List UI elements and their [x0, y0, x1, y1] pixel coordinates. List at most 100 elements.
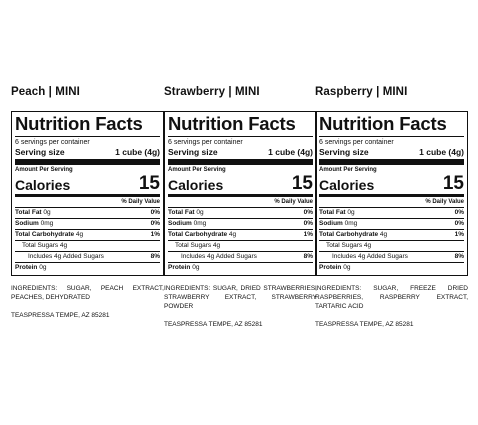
servings-per-container: 6 servings per container — [319, 139, 394, 146]
nutrient-pct: 0% — [454, 220, 464, 227]
nutrient-pct: 1% — [454, 231, 464, 238]
daily-value-header: % Daily Value — [121, 199, 160, 205]
calories-row: Calories 15 — [168, 174, 313, 193]
total-carbohydrate-row: Total Carbohydrate 4g 1% — [319, 229, 464, 240]
added-sugars: Includes 4g Added Sugars — [181, 253, 257, 260]
nutrient-amount: 0mg — [40, 220, 54, 227]
protein-row: Protein 0g — [15, 262, 160, 273]
ingredients-text: INGREDIENTS: SUGAR, FREEZE DRIED RASPBER… — [315, 285, 468, 310]
nutrient-amount: 4g — [228, 231, 237, 238]
product-title: Peach | MINI — [11, 86, 80, 98]
calories-value: 15 — [291, 173, 313, 194]
serving-size-value: 1 cube (4g) — [419, 147, 464, 157]
nutrient-label: Protein — [319, 264, 342, 271]
total-carbohydrate-row: Total Carbohydrate 4g 1% — [168, 229, 313, 240]
calories-row: Calories 15 — [319, 174, 464, 193]
thick-divider — [15, 159, 160, 165]
calories-label: Calories — [168, 177, 224, 193]
divider — [168, 136, 313, 137]
amount-per-serving: Amount Per Serving — [15, 167, 73, 173]
ingredients-text: INGREDIENTS: SUGAR, DRIED STRAWBERRIES, … — [164, 285, 317, 310]
ingredients-text: INGREDIENTS: SUGAR, PEACH EXTRACT, PEACH… — [11, 285, 164, 301]
product-panel-strawberry: Strawberry | MINI Nutrition Facts 6 serv… — [164, 86, 317, 329]
nutrient-label: Total Carbohydrate — [168, 231, 228, 238]
nutrition-facts-heading: Nutrition Facts — [319, 113, 447, 134]
amount-per-serving: Amount Per Serving — [319, 167, 377, 173]
nutrient-pct: 1% — [303, 231, 313, 238]
added-sugars: Includes 4g Added Sugars — [28, 253, 104, 260]
nutrition-label: Nutrition Facts 6 servings per container… — [164, 111, 317, 276]
nutrient-amount: 4g — [75, 231, 84, 238]
divider — [319, 136, 464, 137]
serving-size-label: Serving size — [168, 147, 218, 157]
daily-value-header: % Daily Value — [274, 199, 313, 205]
total-sugars-row: Total Sugars 4g — [15, 240, 160, 251]
calories-row: Calories 15 — [15, 174, 160, 193]
protein-row: Protein 0g — [168, 262, 313, 273]
nutrient-amount: 0g — [192, 264, 200, 271]
nutrient-amount: 4g — [379, 231, 388, 238]
nutrient-pct: 0% — [150, 209, 160, 216]
total-carbohydrate-row: Total Carbohydrate 4g 1% — [15, 229, 160, 240]
nutrition-facts-heading: Nutrition Facts — [168, 113, 296, 134]
thick-divider — [168, 159, 313, 165]
nutrition-label: Nutrition Facts 6 servings per container… — [11, 111, 164, 276]
nutrient-amount: 0g — [39, 264, 47, 271]
amount-per-serving: Amount Per Serving — [168, 167, 226, 173]
daily-value-header: % Daily Value — [425, 199, 464, 205]
nutrient-pct: 0% — [454, 209, 464, 216]
medium-divider — [15, 194, 160, 197]
medium-divider — [319, 194, 464, 197]
nutrient-amount: 0g — [43, 209, 51, 216]
added-sugars: Includes 4g Added Sugars — [332, 253, 408, 260]
calories-label: Calories — [15, 177, 71, 193]
nutrient-pct: 0% — [303, 220, 313, 227]
manufacturer-text: TEASPRESSA TEMPE, AZ 85281 — [11, 312, 110, 319]
nutrition-label: Nutrition Facts 6 servings per container… — [315, 111, 468, 276]
nutrient-pct: 8% — [150, 253, 160, 260]
total-fat-row: Total Fat 0g 0% — [15, 207, 160, 218]
product-panel-peach: Peach | MINI Nutrition Facts 6 servings … — [11, 86, 164, 320]
nutrient-label: Sodium — [168, 220, 192, 227]
serving-size-row: Serving size 1 cube (4g) — [319, 147, 464, 157]
sodium-row: Sodium 0mg 0% — [319, 218, 464, 229]
total-sugars-row: Total Sugars 4g — [319, 240, 464, 251]
sodium-row: Sodium 0mg 0% — [168, 218, 313, 229]
calories-value: 15 — [442, 173, 464, 194]
serving-size-row: Serving size 1 cube (4g) — [15, 147, 160, 157]
thick-divider — [319, 159, 464, 165]
serving-size-row: Serving size 1 cube (4g) — [168, 147, 313, 157]
product-panel-raspberry: Raspberry | MINI Nutrition Facts 6 servi… — [315, 86, 468, 329]
nutrient-label: Total Carbohydrate — [319, 231, 379, 238]
nutrient-amount: 0g — [196, 209, 204, 216]
added-sugars-row: Includes 4g Added Sugars 8% — [15, 251, 160, 262]
servings-per-container: 6 servings per container — [168, 139, 243, 146]
added-sugars-row: Includes 4g Added Sugars 8% — [168, 251, 313, 262]
nutrition-facts-heading: Nutrition Facts — [15, 113, 143, 134]
calories-value: 15 — [138, 173, 160, 194]
nutrient-label: Total Fat — [319, 209, 346, 216]
product-title: Raspberry | MINI — [315, 86, 408, 98]
total-sugars-row: Total Sugars 4g — [168, 240, 313, 251]
nutrient-label: Protein — [15, 264, 38, 271]
nutrient-label: Total Carbohydrate — [15, 231, 75, 238]
nutrient-amount: 0mg — [193, 220, 207, 227]
total-fat-row: Total Fat 0g 0% — [168, 207, 313, 218]
nutrient-amount: 0g — [343, 264, 351, 271]
divider — [15, 136, 160, 137]
product-title: Strawberry | MINI — [164, 86, 260, 98]
nutrient-pct: 8% — [454, 253, 464, 260]
added-sugars-row: Includes 4g Added Sugars 8% — [319, 251, 464, 262]
servings-per-container: 6 servings per container — [15, 139, 90, 146]
medium-divider — [168, 194, 313, 197]
total-sugars: Total Sugars 4g — [326, 242, 372, 249]
serving-size-label: Serving size — [319, 147, 369, 157]
nutrient-label: Protein — [168, 264, 191, 271]
serving-size-value: 1 cube (4g) — [268, 147, 313, 157]
serving-size-value: 1 cube (4g) — [115, 147, 160, 157]
serving-size-label: Serving size — [15, 147, 65, 157]
nutrient-amount: 0mg — [344, 220, 358, 227]
total-sugars: Total Sugars 4g — [175, 242, 221, 249]
manufacturer-text: TEASPRESSA TEMPE, AZ 85281 — [315, 321, 414, 328]
nutrient-pct: 0% — [303, 209, 313, 216]
